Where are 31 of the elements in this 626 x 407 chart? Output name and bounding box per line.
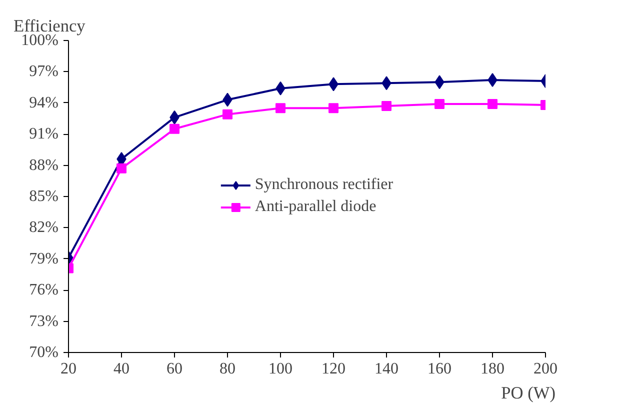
y-tick-label: 79%	[29, 250, 58, 268]
legend-label: Synchronous rectifier	[254, 176, 394, 194]
point	[170, 124, 180, 134]
x-tick-label: 60	[166, 360, 182, 378]
y-tick-label: 82%	[29, 219, 58, 236]
point	[116, 163, 126, 174]
y-tick-label: 76%	[29, 282, 58, 299]
point	[276, 103, 286, 114]
point	[488, 98, 498, 109]
x-tick-label: 40	[114, 360, 130, 378]
point	[434, 98, 444, 109]
y-tick-label: 91%	[29, 126, 58, 143]
y-tick-label: 94%	[29, 94, 58, 112]
point	[222, 109, 232, 120]
x-tick-label: 140	[374, 360, 398, 378]
y-tick-label: 88%	[29, 156, 58, 174]
x-tick-label: 100	[268, 360, 292, 378]
x-tick-label: 120	[322, 360, 346, 378]
y-tick-label: 73%	[29, 312, 58, 330]
y-tick-label: 85%	[29, 188, 58, 205]
y-tick-label: 97%	[29, 63, 58, 80]
y-tick-label: 70%	[29, 344, 58, 361]
x-tick-label: 160	[428, 360, 452, 378]
x-tick-label: 200	[534, 360, 558, 378]
x-axis-title: PO (W)	[501, 384, 556, 402]
x-tick-label: 20	[60, 360, 76, 378]
point	[328, 103, 338, 114]
x-tick-label: 180	[480, 360, 504, 378]
point	[382, 101, 392, 112]
legend-label: Anti-parallel diode	[254, 198, 376, 216]
x-tick-label: 80	[220, 360, 236, 378]
